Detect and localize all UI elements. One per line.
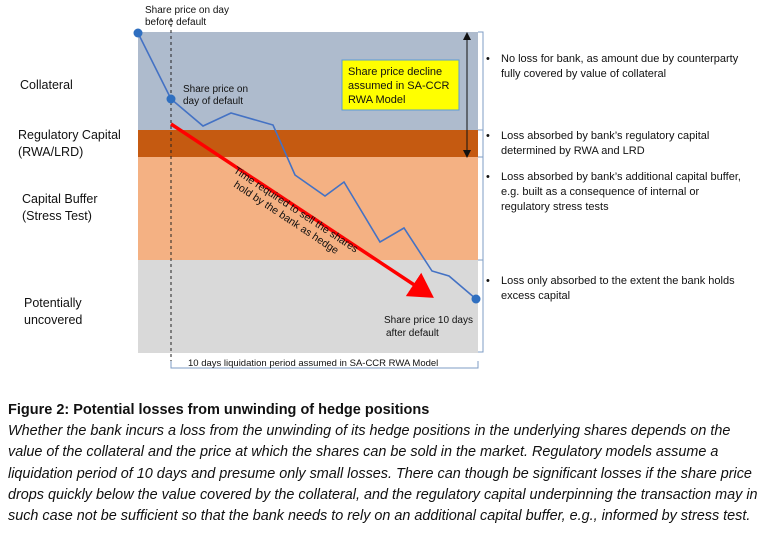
caption-title: Figure 2: Potential losses from unwindin… xyxy=(8,402,430,418)
liquidation-period-bracket xyxy=(170,361,479,369)
note-4-line1: Loss only absorbed to the extent the ban… xyxy=(501,275,735,287)
sa-ccr-decline-arrow-bottom xyxy=(463,150,471,158)
note-1-line2: fully covered by value of collateral xyxy=(501,68,666,80)
after-10-days-annotation-line1: Share price 10 days xyxy=(384,315,473,326)
note-3-line3: regulatory stress tests xyxy=(501,201,609,213)
day-of-default-annotation-line1: Share price on xyxy=(183,84,248,95)
capital-buffer-label-line1: Capital Buffer xyxy=(22,192,98,206)
figure-caption: Figure 2: Potential losses from unwindin… xyxy=(8,401,764,527)
sa-ccr-decline-arrow-top xyxy=(463,32,471,40)
regulatory-capital-band xyxy=(138,130,478,157)
potentially-uncovered-band xyxy=(138,260,478,353)
note-3-bullet: • xyxy=(486,171,490,183)
note-4-bullet: • xyxy=(486,275,490,287)
sa-ccr-callout-box xyxy=(341,59,460,111)
before-default-annotation-line2: before default xyxy=(145,17,206,28)
note-2-line1: Loss absorbed by bank’s regulatory capit… xyxy=(501,130,709,142)
capital-buffer-band xyxy=(138,157,478,260)
capital-buffer-label-line2: (Stress Test) xyxy=(22,209,92,223)
note-4-line2: excess capital xyxy=(501,290,570,302)
callout-line3: RWA Model xyxy=(348,94,405,106)
note-3-line1: Loss absorbed by bank’s additional capit… xyxy=(501,171,741,183)
after-10-days-annotation-line2: after default xyxy=(386,328,439,339)
share-price-line xyxy=(137,32,477,300)
right-bracket xyxy=(478,31,484,353)
note-2-line2: determined by RWA and LRD xyxy=(501,145,645,157)
regulatory-capital-label-line2: (RWA/LRD) xyxy=(18,145,83,159)
liquidation-period-label: 10 days liquidation period assumed in SA… xyxy=(188,358,438,369)
hedge-loss-diagram: Collateral Regulatory Capital (RWA/LRD) … xyxy=(18,5,741,369)
day-of-default-annotation-line2: day of default xyxy=(183,96,243,107)
callout-line2: assumed in SA-CCR xyxy=(348,80,450,92)
regulatory-capital-label-line1: Regulatory Capital xyxy=(18,128,121,142)
note-1-line1: No loss for bank, as amount due by count… xyxy=(501,53,739,65)
callout-line1: Share price decline xyxy=(348,66,442,78)
price-point-day-of-default xyxy=(166,94,176,104)
note-3-line2: e.g. built as a consequence of internal … xyxy=(501,186,699,198)
before-default-annotation-line1: Share price on day xyxy=(145,5,229,16)
uncovered-label-line1: Potentially xyxy=(24,296,82,310)
price-point-after-10-days xyxy=(471,294,481,304)
caption-body: Whether the bank incurs a loss from the … xyxy=(8,423,758,525)
note-2-bullet: • xyxy=(486,130,490,142)
price-point-before-default xyxy=(133,28,143,38)
collateral-label: Collateral xyxy=(20,78,73,92)
note-1-bullet: • xyxy=(486,53,490,65)
uncovered-label-line2: uncovered xyxy=(24,313,82,327)
time-to-sell-arrow xyxy=(170,122,434,298)
